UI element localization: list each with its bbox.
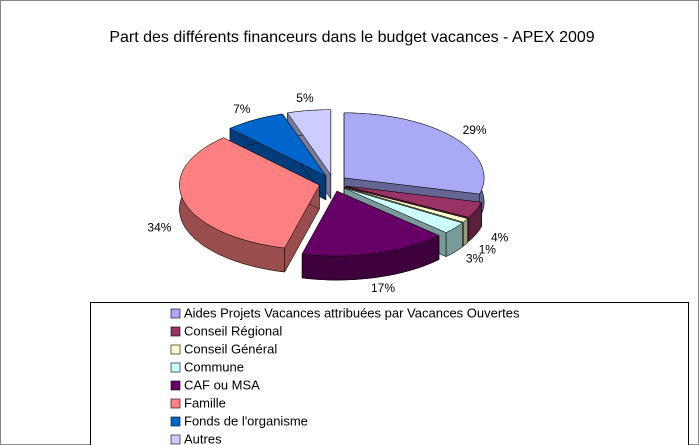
legend-swatch — [170, 344, 181, 355]
legend-label: CAF ou MSA — [184, 377, 260, 392]
pie-slice — [301, 190, 440, 257]
data-label: 34% — [147, 220, 171, 234]
data-label: 17% — [371, 281, 395, 295]
legend-swatch — [170, 380, 181, 391]
data-label: 5% — [296, 91, 314, 105]
pie-slice — [229, 113, 327, 177]
legend-label: Commune — [184, 359, 244, 374]
legend-swatch — [170, 326, 181, 337]
pie-slice — [344, 187, 463, 233]
data-label: 29% — [463, 123, 487, 137]
pie-slice — [345, 187, 469, 223]
legend-swatch — [170, 362, 181, 373]
legend-swatch — [170, 308, 181, 319]
pie-slice — [345, 185, 483, 218]
pie-slice-side — [463, 218, 468, 247]
data-label: 4% — [491, 230, 509, 244]
legend-label: Conseil Général — [184, 341, 277, 356]
legend-label: Autres — [184, 431, 222, 445]
legend-label: Conseil Régional — [184, 323, 282, 338]
legend-label: Famille — [184, 395, 226, 410]
data-label: 1% — [479, 242, 497, 256]
legend-label: Aides Projets Vacances attribuées par Va… — [184, 305, 520, 320]
legend-box — [90, 302, 689, 445]
legend-swatch — [170, 416, 181, 427]
pie-slice — [179, 137, 320, 249]
pie-slice — [287, 109, 332, 176]
legend-label: Fonds de l'organisme — [184, 413, 308, 428]
chart-title: Part des différents financeurs dans le b… — [109, 29, 594, 46]
legend-swatch — [170, 398, 181, 409]
pie-slice — [343, 112, 485, 195]
legend-swatch — [170, 434, 181, 445]
data-label: 3% — [466, 251, 484, 265]
data-label: 7% — [233, 102, 251, 116]
